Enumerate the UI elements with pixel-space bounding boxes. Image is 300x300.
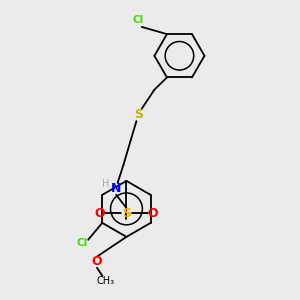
- Text: CH₃: CH₃: [97, 276, 115, 286]
- Text: Cl: Cl: [133, 15, 144, 26]
- Text: O: O: [148, 207, 158, 220]
- Text: O: O: [94, 207, 105, 220]
- Text: S: S: [122, 207, 131, 220]
- Text: O: O: [92, 255, 102, 268]
- Text: S: S: [134, 108, 143, 121]
- Text: N: N: [111, 182, 121, 195]
- Text: Cl: Cl: [77, 238, 88, 248]
- Text: H: H: [102, 179, 110, 189]
